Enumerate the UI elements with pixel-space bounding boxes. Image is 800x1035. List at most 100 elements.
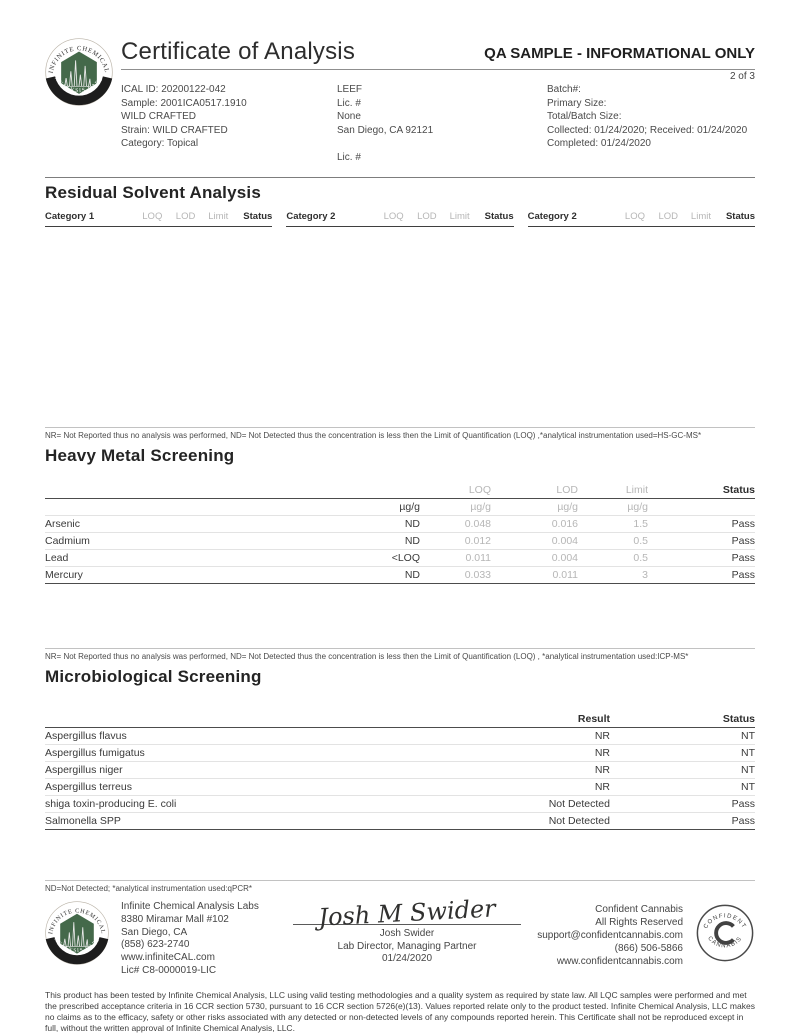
- lab-website: www.infiniteCAL.com: [121, 952, 215, 964]
- table-row: Arsenic ND 0.048 0.016 1.5 Pass: [45, 515, 755, 533]
- lod-header: LOD: [175, 211, 196, 222]
- limit-header: Limit: [449, 211, 470, 222]
- client-address2: San Diego, CA 92121: [337, 124, 434, 136]
- collected-received: Collected: 01/24/2020; Received: 01/24/2…: [547, 124, 748, 136]
- table-row: Salmonella SPP Not Detected Pass: [45, 812, 755, 830]
- status-value: Pass: [731, 518, 755, 530]
- qa-sample-label: QA SAMPLE - INFORMATIONAL ONLY: [484, 45, 755, 62]
- status-value: Pass: [648, 566, 755, 584]
- heavy-metal-footnote: NR= Not Reported thus no analysis was pe…: [45, 648, 755, 661]
- category-2b-label: Category 2: [527, 211, 577, 222]
- residual-footnote: NR= Not Reported thus no analysis was pe…: [45, 427, 755, 440]
- infinite-chemical-logo-icon: INFINITE CHEMICAL ANALYSIS LABS: [45, 38, 113, 106]
- result-unit: µg/g: [399, 501, 420, 513]
- residual-group-2: Category 2 LOQ LOD Limit Status: [286, 211, 514, 227]
- result-value: Not Detected: [345, 812, 610, 830]
- microbiological-section: Microbiological Screening Result Status …: [45, 667, 755, 893]
- analyte-name: shiga toxin-producing E. coli: [45, 798, 177, 810]
- lab-contact-block: Infinite Chemical Analysis Labs 8380 Mir…: [121, 901, 289, 978]
- loq-value: 0.048: [464, 518, 491, 530]
- loq-value: 0.033: [420, 566, 491, 584]
- analyte-name: Aspergillus terreus: [45, 781, 132, 793]
- lod-value: 0.004: [551, 552, 578, 564]
- heavy-metal-section: Heavy Metal Screening LOQ LOD Limit Stat…: [45, 446, 755, 661]
- signer-title: Lab Director, Managing Partner: [337, 940, 477, 952]
- result-value: NR: [594, 747, 610, 759]
- loq-value: 0.012: [464, 535, 491, 547]
- signature-line: [293, 924, 521, 925]
- page-title: Certificate of Analysis: [121, 38, 356, 65]
- cc-phone: (866) 506-5866: [614, 943, 683, 954]
- loq-header: LOQ: [383, 211, 404, 222]
- category: Category: Topical: [121, 138, 199, 149]
- status-value: NT: [741, 764, 755, 776]
- result-value: NR: [594, 781, 610, 793]
- legal-disclaimer: This product has been tested by Infinite…: [45, 989, 755, 1033]
- loq-column-header: LOQ: [420, 482, 491, 499]
- residual-solvent-headers: Category 1 LOQ LOD Limit Status Category…: [45, 211, 755, 227]
- result-value: ND: [404, 518, 420, 530]
- signature-date: 01/24/2020: [381, 953, 433, 964]
- table-row: Aspergillus terreus NR NT: [45, 778, 755, 796]
- status-value: NT: [741, 781, 755, 793]
- status-column-header: Status: [648, 482, 755, 499]
- loq-header: LOQ: [624, 211, 645, 222]
- header: INFINITE CHEMICAL ANALYSIS LABS Certific…: [45, 38, 755, 164]
- client-name: LEEF: [337, 84, 363, 95]
- heavy-metal-title: Heavy Metal Screening: [45, 446, 235, 465]
- status-header: Status: [725, 211, 755, 222]
- lab-address2: San Diego, CA: [121, 926, 188, 938]
- confident-cannabis-logo-icon: CONFIDENT CANNABIS: [696, 904, 754, 962]
- result-column-header: Result: [345, 711, 610, 728]
- microbiological-table: Result Status Aspergillus flavus NR NT A…: [45, 711, 755, 830]
- limit-column-header: Limit: [578, 482, 648, 499]
- sample-name: WILD CRAFTED: [121, 111, 196, 122]
- completed-date: Completed: 01/24/2020: [547, 138, 651, 149]
- table-row: Mercury ND 0.033 0.011 3 Pass: [45, 566, 755, 584]
- heavy-metal-header-row: LOQ LOD Limit Status: [45, 482, 755, 499]
- lab-license: Lic# C8-0000019-LIC: [121, 964, 217, 976]
- signature-block: Josh M Swider Josh Swider Lab Director, …: [293, 894, 521, 966]
- analyte-name: Cadmium: [45, 535, 90, 547]
- signature-handwriting: Josh M Swider: [317, 894, 497, 932]
- residual-group-3: Category 2 LOQ LOD Limit Status: [527, 211, 755, 227]
- cc-email: support@confidentcannabis.com: [537, 930, 683, 941]
- micro-footnote: ND=Not Detected; *analytical instrumenta…: [45, 880, 755, 893]
- sample-info-column: ICAL ID: 20200122-042 Sample: 2001ICA051…: [121, 83, 337, 164]
- signer-name: Josh Swider: [379, 928, 435, 939]
- status-value: Pass: [731, 552, 755, 564]
- batch-number: Batch#:: [547, 84, 581, 95]
- sample-meta-block: ICAL ID: 20200122-042 Sample: 2001ICA051…: [121, 83, 755, 164]
- cc-website: www.confidentcannabis.com: [556, 956, 683, 967]
- lab-phone: (858) 623-2740: [121, 939, 190, 951]
- confident-cannabis-block: Confident Cannabis All Rights Reserved s…: [521, 901, 683, 968]
- infinite-chemical-logo-icon: INFINITE CHEMICAL ANALYSIS LABS: [45, 901, 109, 965]
- primary-size: Primary Size:: [547, 97, 607, 109]
- result-value: NR: [594, 764, 610, 776]
- analyte-name: Mercury: [45, 566, 325, 584]
- limit-value: 3: [578, 566, 648, 584]
- lod-unit: µg/g: [557, 501, 578, 513]
- table-row: Lead <LOQ 0.011 0.004 0.5 Pass: [45, 549, 755, 567]
- limit-header: Limit: [690, 211, 711, 222]
- table-row: Cadmium ND 0.012 0.004 0.5 Pass: [45, 532, 755, 550]
- status-value: Pass: [731, 798, 755, 810]
- result-value: ND: [404, 535, 420, 547]
- status-value: Pass: [610, 812, 755, 830]
- client-lic: Lic. #: [337, 97, 361, 109]
- result-value: Not Detected: [548, 798, 610, 810]
- cc-name: Confident Cannabis: [595, 904, 683, 915]
- category-1-label: Category 1: [45, 211, 95, 222]
- microbiological-title: Microbiological Screening: [45, 667, 262, 686]
- loq-unit: µg/g: [470, 501, 491, 513]
- client-info-column: LEEF Lic. # None San Diego, CA 92121 Lic…: [337, 83, 547, 164]
- loq-value: 0.011: [465, 552, 492, 564]
- status-value: Pass: [731, 535, 755, 547]
- lod-value: 0.004: [551, 535, 578, 547]
- lab-name: Infinite Chemical Analysis Labs: [121, 901, 259, 912]
- header-top-row: Certificate of Analysis QA SAMPLE - INFO…: [121, 38, 755, 70]
- limit-value: 1.5: [633, 518, 648, 530]
- lod-header: LOD: [658, 211, 678, 222]
- status-header: Status: [243, 211, 273, 222]
- limit-header: Limit: [208, 211, 229, 222]
